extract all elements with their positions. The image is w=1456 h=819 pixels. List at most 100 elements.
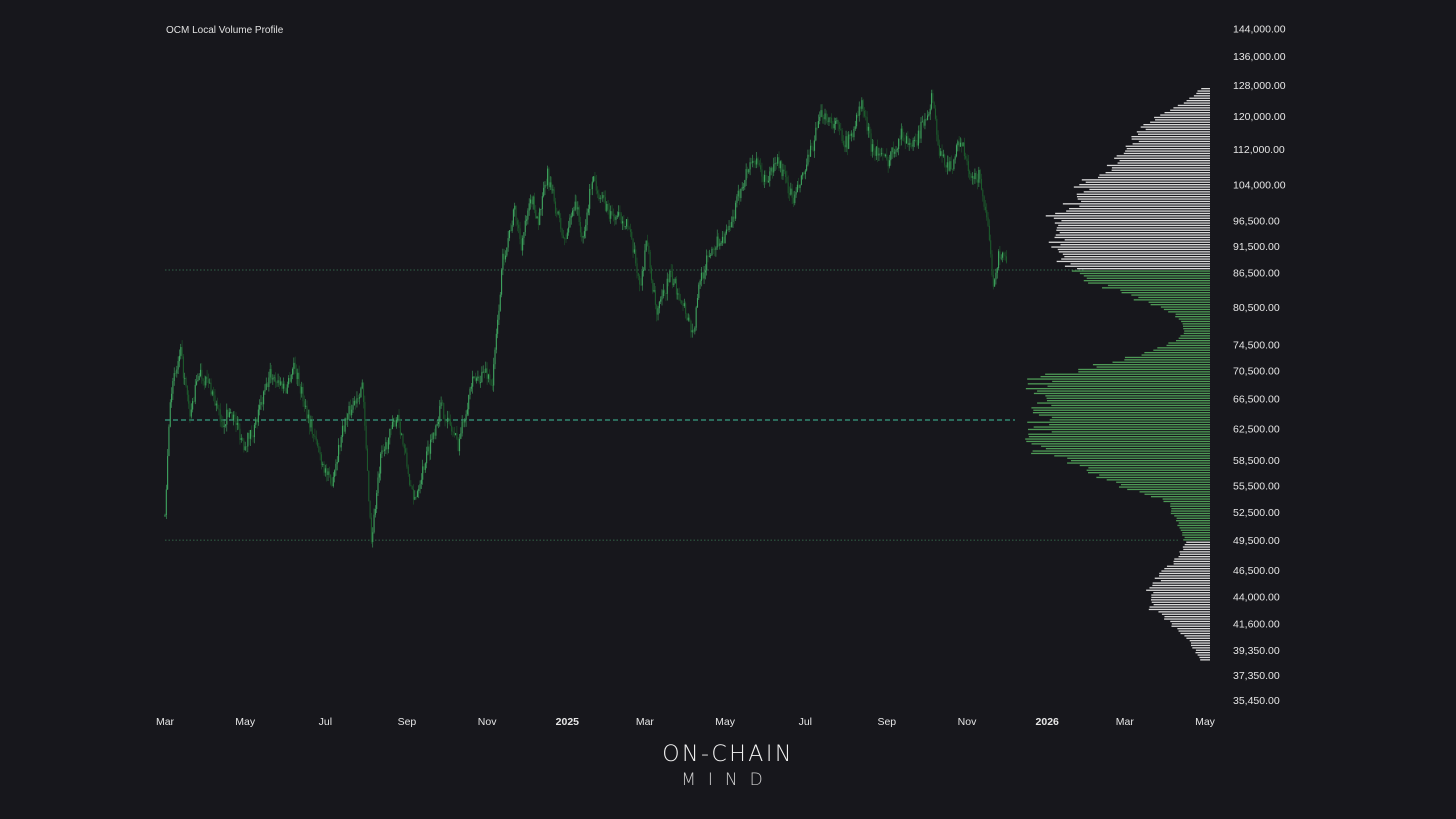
candle-body [1004,255,1006,257]
candle-body [487,374,489,379]
candle-body [689,317,691,321]
candle-body [395,419,397,427]
candle-body [600,197,603,199]
candle-body [331,483,333,487]
candle-body [263,391,265,405]
candle-body [950,161,952,169]
candle-body [410,484,412,487]
profile-bar [1083,280,1210,282]
candle-body [741,187,743,189]
candle-body [236,422,238,425]
candle-body [448,417,450,419]
profile-bar [1160,306,1210,308]
candle-body [407,466,409,474]
candle-body [669,271,671,282]
profile-bar [1182,534,1210,536]
candle-body [516,220,518,225]
candle-body [854,126,856,129]
candle-body [541,196,543,210]
profile-bar [1148,608,1210,611]
candle-body [549,182,551,188]
profile-bar [1045,215,1210,217]
profile-bar [1163,308,1210,311]
candle-body [504,255,507,260]
candle-body [754,160,756,165]
candle-body [489,374,491,380]
candle-body [919,130,921,139]
profile-bar [1161,613,1210,615]
profile-bar [1045,448,1210,450]
profile-bar [1078,371,1210,373]
profile-bar [1031,452,1210,455]
candle-body [941,151,943,157]
candle-body [545,184,547,186]
profile-bar [1119,160,1210,162]
candle-body [976,179,979,183]
profile-bar [1081,179,1210,181]
candle-body [840,129,842,131]
profile-bar [1178,337,1210,339]
profile-bar [1200,659,1210,661]
candle-body [174,373,177,374]
candle-body [945,165,947,168]
y-tick-label: 86,500.00 [1233,268,1280,280]
candle-body [526,219,528,221]
profile-bar [1155,119,1210,121]
profile-bar [1079,272,1210,275]
brand-logo-line1: ON-CHAIN [662,742,794,767]
candle-body [461,421,463,434]
candle-body [294,362,296,369]
candle-body [231,412,233,420]
profile-bar [1170,109,1210,111]
candle-body [834,121,837,125]
profile-bar [1055,234,1210,236]
candle-body [468,394,470,410]
profile-bar [1171,625,1210,627]
candle-body [678,293,680,300]
candle-body [665,292,667,294]
profile-bar [1180,529,1210,531]
candle-body [399,421,401,435]
profile-bar [1088,282,1210,284]
candle-body [753,160,755,162]
profile-bar [1178,630,1210,632]
candle-body [661,296,663,300]
profile-bar [1120,289,1210,291]
candle-body [721,236,724,243]
candle-body [739,190,741,199]
candle-body [903,137,905,142]
candle-body [905,136,908,144]
profile-bar [1176,517,1210,519]
candle-body [165,489,167,516]
candle-body [540,209,542,210]
candle-body [491,385,493,386]
profile-bar [1041,445,1210,447]
candle-body [895,149,897,152]
candle-body [682,303,684,307]
candle-body [954,156,956,160]
candle-body [841,130,843,142]
profile-bar [1133,299,1210,301]
profile-bar [1116,481,1210,483]
candle-body [658,301,660,309]
x-tick-label: Mar [156,716,175,728]
candle-body [562,235,564,239]
candle-body [766,180,768,182]
profile-bar [1183,328,1210,330]
candle-body [178,355,181,362]
candle-body [654,289,656,305]
profile-bar [1166,344,1210,347]
candle-body [508,230,511,239]
profile-bar [1047,385,1210,387]
candle-body [498,310,500,320]
y-tick-label: 55,500.00 [1233,480,1280,492]
candle-body [476,378,478,381]
candle-body [998,251,1000,269]
profile-bar [1148,301,1210,303]
profile-bar [1175,313,1210,315]
candle-body [348,406,350,415]
candle-body [422,466,424,480]
candle-body [362,382,365,402]
candle-body [698,284,700,298]
candle-body [565,238,567,240]
